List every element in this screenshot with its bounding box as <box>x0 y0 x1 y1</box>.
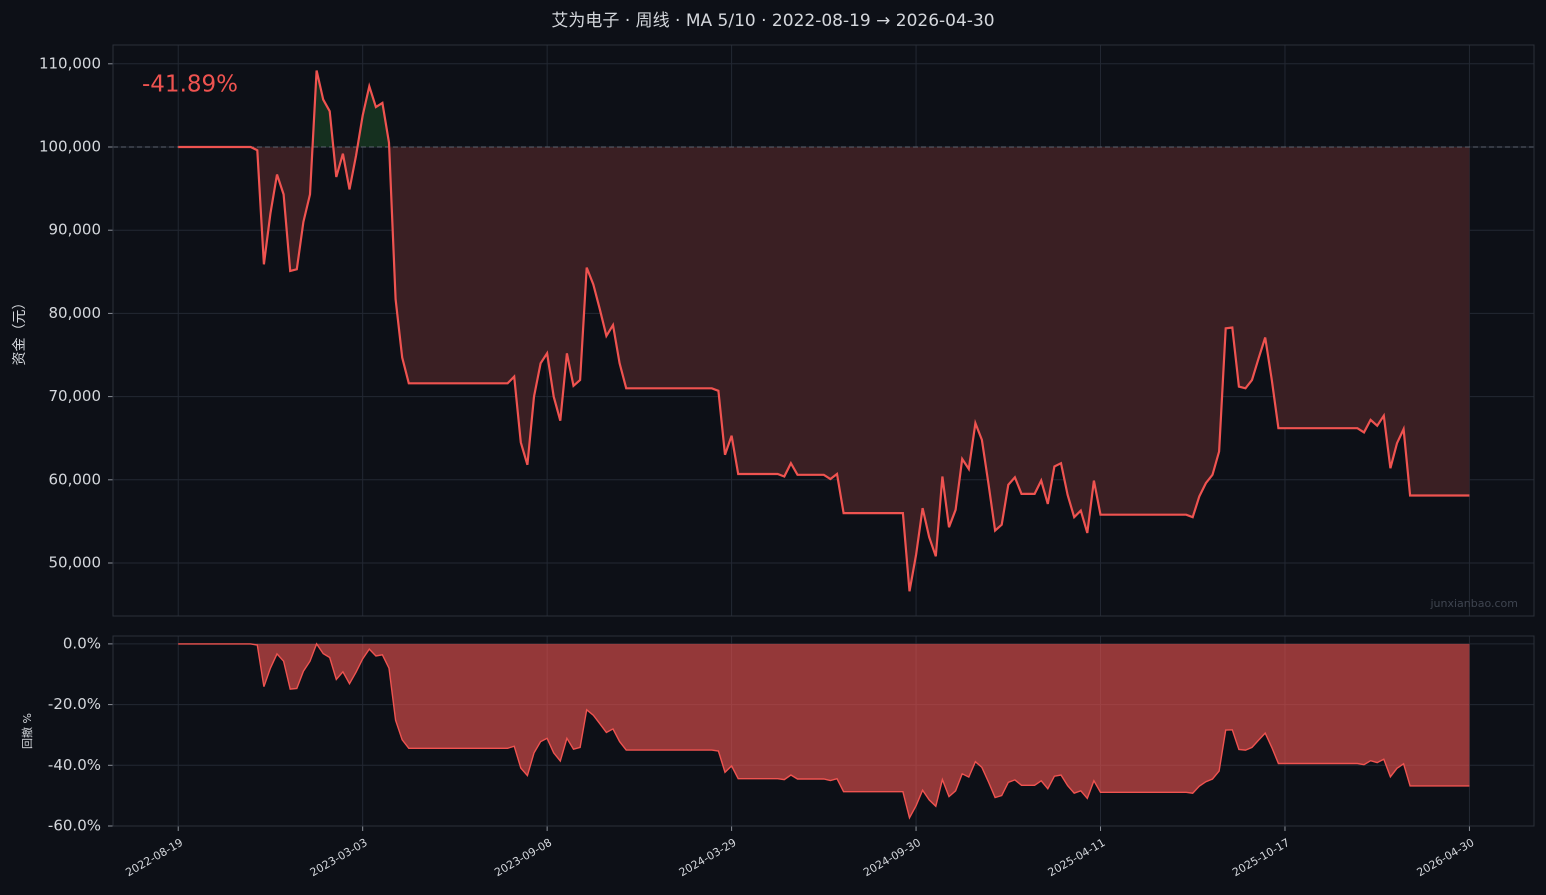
y-axis-label: 资金（元） <box>12 296 28 366</box>
y-tick-label: 90,000 <box>49 221 102 239</box>
equity-line <box>178 70 1470 592</box>
plot-frame <box>112 635 1535 827</box>
y-tick-label: -60.0% <box>48 817 101 835</box>
y-tick-label: 70,000 <box>49 387 102 405</box>
drawdown-area <box>178 643 1470 818</box>
area-fill-gain <box>178 70 390 148</box>
plot-frame <box>112 44 1535 617</box>
y-axis-label: 回撤 % <box>20 713 34 749</box>
annotation: -41.89% <box>142 72 238 98</box>
y-tick-label: 110,000 <box>39 54 101 72</box>
watermark: junxianbao.com <box>1429 597 1518 610</box>
y-tick-label: 60,000 <box>49 470 102 488</box>
chart-title: 艾为电子 · 周线 · MA 5/10 · 2022-08-19 → 2026-… <box>551 11 994 31</box>
y-tick-label: 100,000 <box>39 138 101 156</box>
y-tick-label: 0.0% <box>63 634 101 652</box>
y-tick-label: -40.0% <box>48 756 101 774</box>
y-tick-label: -20.0% <box>48 695 101 713</box>
y-tick-label: 80,000 <box>49 304 102 322</box>
y-tick-label: 50,000 <box>49 554 102 572</box>
area-fill-loss <box>178 147 1470 592</box>
drawdown-line <box>178 642 1470 820</box>
